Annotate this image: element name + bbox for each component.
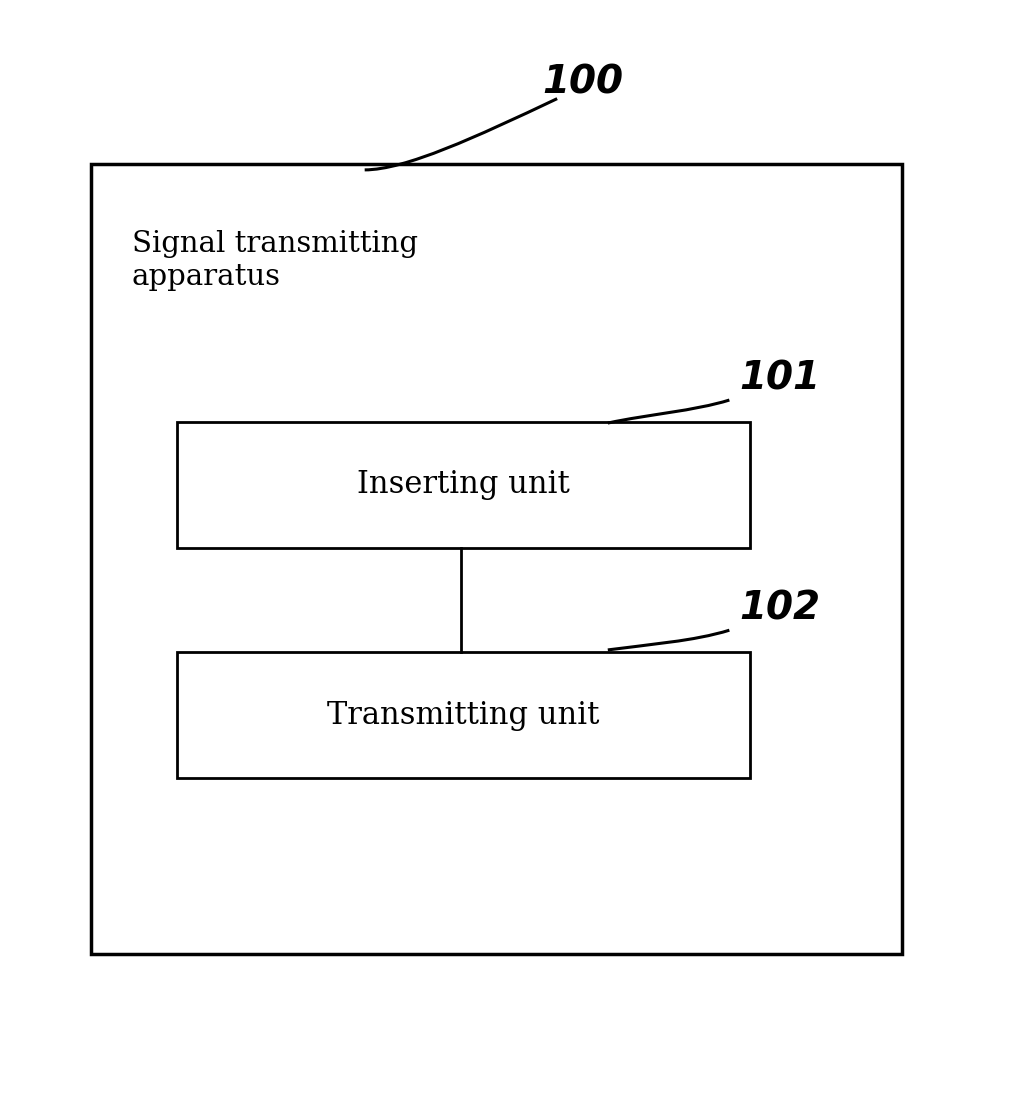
Bar [91, 164, 902, 954]
Text: Inserting unit: Inserting unit [357, 469, 570, 501]
Text: 101: 101 [739, 359, 821, 397]
Text: Signal transmitting
apparatus: Signal transmitting apparatus [132, 230, 417, 290]
Bar [177, 652, 750, 778]
Text: 102: 102 [739, 590, 821, 627]
Text: 100: 100 [542, 64, 623, 101]
Bar [177, 422, 750, 548]
Text: Transmitting unit: Transmitting unit [327, 699, 600, 731]
